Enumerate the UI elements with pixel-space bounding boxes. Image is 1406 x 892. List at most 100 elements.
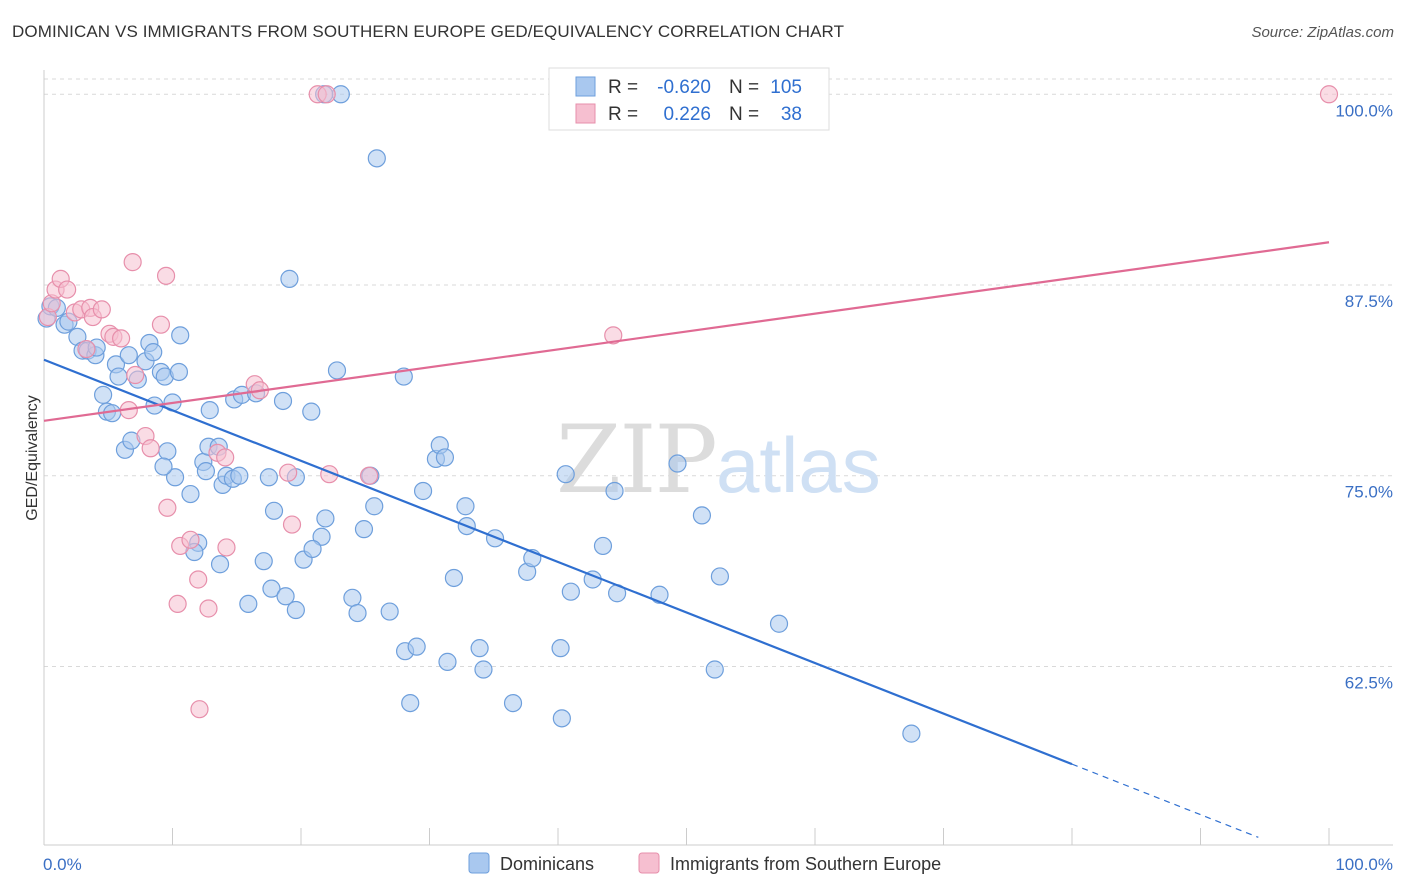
dominicans-point (262, 579, 281, 598)
immigrants-point (604, 326, 623, 345)
legend-r-value-1: -0.620 (657, 77, 711, 98)
dominicans-point (401, 693, 420, 713)
dominicans-point (470, 639, 489, 658)
dominicans-point (165, 468, 185, 487)
watermark-atlas: atlas (716, 421, 881, 509)
dominicans-point (551, 639, 570, 658)
dominicans-point (312, 527, 331, 546)
dominicans-point (280, 269, 299, 288)
series-legend: Dominicans Immigrants from Southern Euro… (468, 852, 941, 874)
dominicans-point (158, 442, 177, 461)
source-label: Source: ZipAtlas.com (1251, 24, 1394, 41)
legend-n-value-1: 105 (770, 77, 802, 98)
legend-r-label-2: R = (608, 104, 638, 125)
dominicans-point (119, 346, 138, 365)
dominicans-point (154, 457, 173, 476)
x-tick-label-max: 100.0% (1335, 855, 1393, 874)
watermark-zip: ZIP (556, 406, 716, 515)
dominicans-point (503, 693, 523, 713)
immigrants-point (126, 365, 145, 385)
legend-n-label-1: N = (729, 77, 759, 98)
legend-immigrants-swatch (638, 852, 660, 874)
immigrants-point (279, 463, 298, 482)
y-axis-title: GED/Equivalency (24, 395, 41, 520)
stats-legend: R = -0.620 N = 105 R = 0.226 N = 38 (548, 67, 830, 131)
legend-r-label-1: R = (608, 77, 638, 98)
immigrants-point (123, 253, 142, 272)
dominicans-trend-line (43, 358, 1073, 766)
legend-r-value-2: 0.226 (663, 104, 711, 125)
dominicans-point (259, 468, 278, 487)
dominicans-point (230, 466, 249, 485)
immigrants-point (168, 594, 187, 614)
dominicans-point (710, 567, 730, 586)
dominicans-points (37, 85, 921, 743)
dominicans-point (407, 637, 426, 656)
x-tick-label-min: 0.0% (43, 855, 82, 874)
dominicans-point (302, 402, 321, 421)
dominicans-point (210, 555, 230, 574)
dominicans-point (556, 465, 575, 484)
dominicans-point (474, 660, 493, 679)
dominicans-point (456, 497, 475, 516)
dominicans-point (444, 568, 464, 588)
dominicans-point (650, 585, 669, 604)
immigrants-trend-line (43, 241, 1330, 422)
dominicans-point (196, 462, 216, 481)
dominicans-point (169, 362, 189, 382)
dominicans-point (239, 594, 258, 614)
dominicans-point (264, 501, 284, 520)
dominicans-point (605, 481, 624, 501)
dominicans-point (413, 481, 433, 501)
dominicans-point (348, 603, 367, 623)
dominicans-point (367, 149, 386, 168)
immigrants-point (282, 515, 302, 534)
dominicans-point (200, 401, 219, 420)
y-tick-label: 100.0% (1335, 101, 1393, 120)
dominicans-point (902, 724, 921, 743)
legend-dominicans-label: Dominicans (500, 854, 594, 874)
dominicans-point (435, 448, 455, 467)
dominicans-point (343, 588, 362, 607)
dominicans-point (171, 326, 190, 345)
dominicans-point (316, 509, 335, 528)
dominicans-point (769, 614, 789, 633)
dominicans-point (668, 454, 687, 473)
dominicans-point (705, 660, 724, 679)
immigrants-point (1319, 85, 1339, 104)
immigrants-point (141, 439, 160, 458)
immigrants-point (189, 570, 208, 589)
immigrants-point (58, 280, 77, 299)
dominicans-point (144, 343, 163, 362)
immigrants-point (158, 498, 177, 517)
dominicans-point (561, 582, 580, 601)
y-tick-label: 87.5% (1345, 292, 1393, 311)
dominicans-point (438, 652, 457, 671)
x-axis-ticks (43, 828, 1330, 845)
legend-immigrants-label: Immigrants from Southern Europe (670, 854, 941, 874)
dominicans-point (365, 497, 384, 516)
immigrants-point (156, 266, 176, 285)
immigrants-point (199, 599, 218, 618)
dominicans-point (380, 602, 399, 621)
dominicans-point (273, 391, 293, 411)
legend-swatch-pink (575, 103, 596, 124)
immigrants-point (216, 448, 235, 467)
dominicans-point (276, 587, 295, 606)
legend-n-value-2: 38 (781, 104, 802, 125)
dominicans-point (181, 484, 200, 504)
immigrants-point (317, 85, 336, 104)
dominicans-point (327, 361, 347, 380)
immigrants-point (181, 530, 200, 549)
dominicans-point (109, 367, 128, 386)
watermark: ZIP atlas (556, 406, 881, 515)
dominicans-point (354, 520, 374, 539)
dominicans-point (692, 506, 712, 525)
immigrants-point (92, 300, 111, 319)
immigrants-point (190, 700, 209, 719)
immigrants-point (111, 329, 131, 348)
dominicans-trend-extension (1071, 763, 1259, 838)
immigrants-point (77, 339, 96, 359)
legend-swatch-blue (575, 76, 596, 97)
chart-title: DOMINICAN VS IMMIGRANTS FROM SOUTHERN EU… (12, 22, 845, 41)
